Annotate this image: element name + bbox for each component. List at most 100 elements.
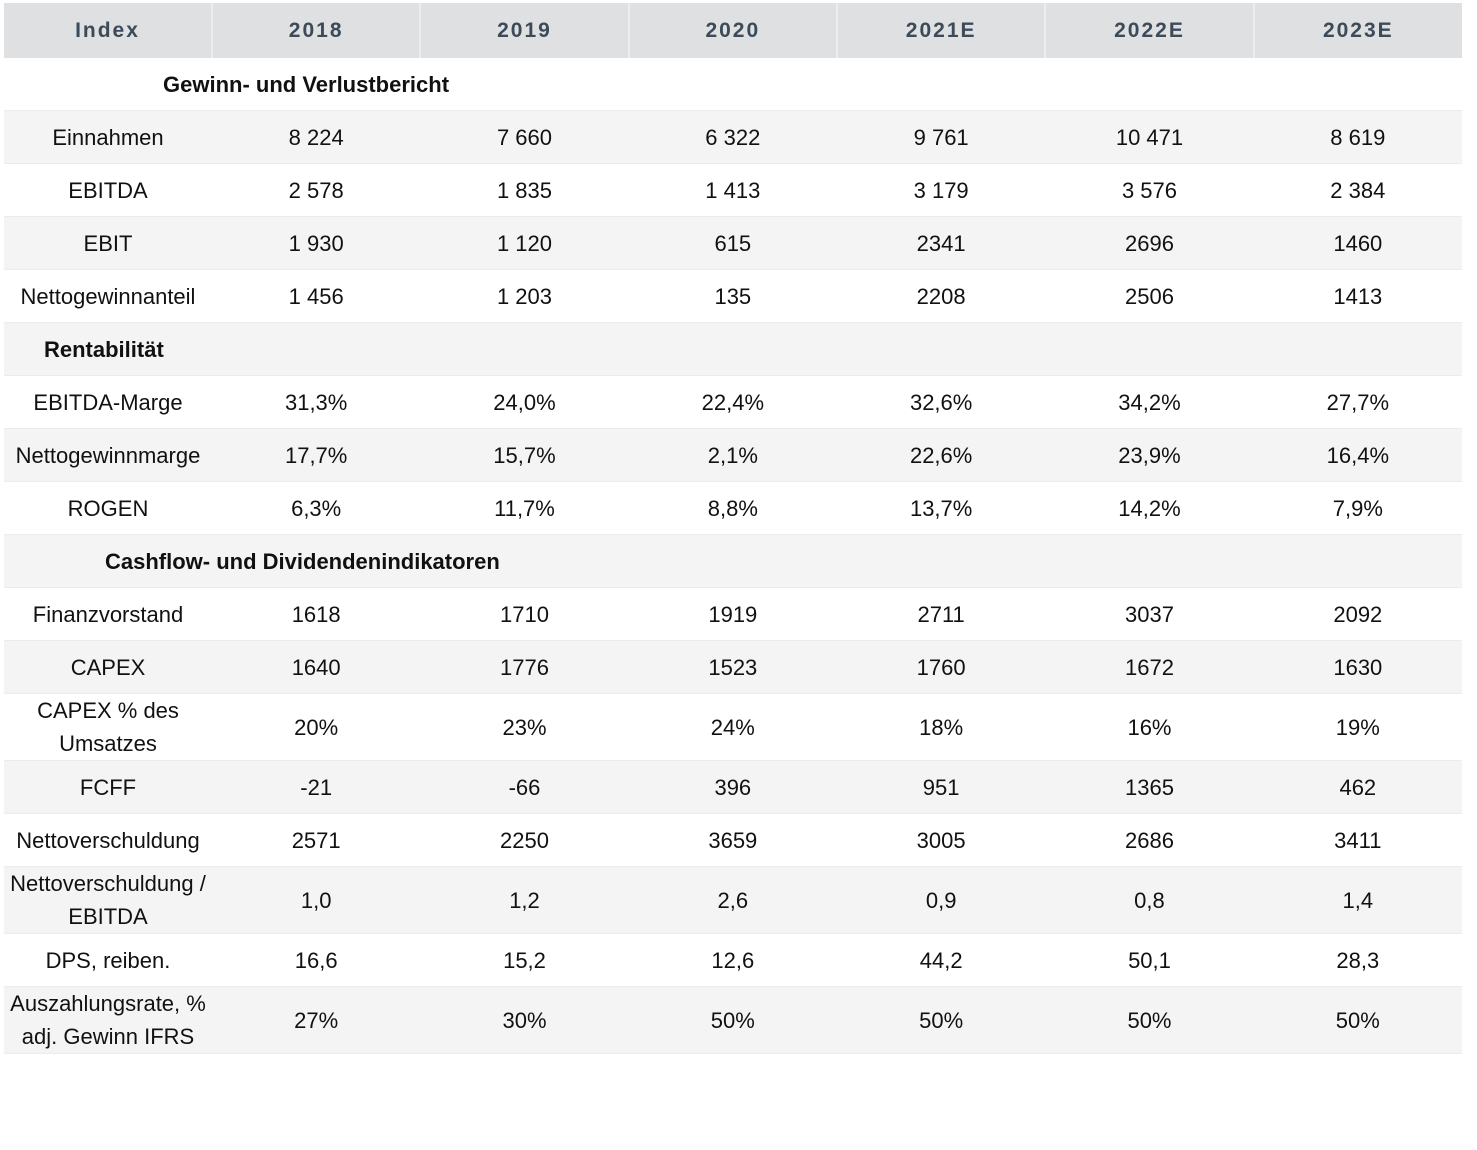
value-cell: 135 [628,269,837,323]
row-label: Nettoverschuldung [4,813,212,867]
row-label-text: DPS, reiben. [45,947,171,973]
value-cell: 15,7% [420,428,629,482]
section-row: Gewinn- und Verlustbericht [4,58,1462,111]
value-cell: 2711 [836,587,1046,641]
value-cell: 1365 [1045,760,1254,814]
value-cell: 1710 [420,587,629,641]
row-label: Nettogewinnmarge [4,428,212,482]
value-cell: 2208 [836,269,1046,323]
value-cell: 12,6 [628,933,837,987]
row-label-text: Nettoverschuldung / EBITDA [10,871,206,929]
header-cell-2023e: 2023E [1252,3,1462,58]
section-title: Cashflow- und Dividendenindikatoren [4,534,1462,588]
value-cell: 3 576 [1045,163,1254,217]
value-cell: 9 761 [836,110,1046,164]
value-cell: 1 456 [212,269,421,323]
value-cell: 2686 [1045,813,1254,867]
value-cell: 16,4% [1253,428,1462,482]
row-label: EBITDA [4,163,212,217]
table-body: Gewinn- und Verlustbericht Einnahmen 8 224… [4,58,1462,1054]
header-cell-2020: 2020 [627,3,837,58]
section-row: Rentabilität [4,322,1462,376]
row-label: ROGEN [4,481,212,535]
value-cell: 3 179 [836,163,1046,217]
row-label: CAPEX [4,640,212,694]
table-row: EBITDA 2 578 1 835 1 413 3 179 3 576 2 384 [4,163,1462,217]
value-cell: 27,7% [1253,375,1462,429]
row-label: DPS, reiben. [4,933,212,987]
value-cell: 1 930 [212,216,421,270]
row-label: Nettogewinnanteil [4,269,212,323]
table-row: Nettogewinnanteil 1 456 1 203 135 2208 2506 14… [4,269,1462,323]
value-cell: 1 203 [420,269,629,323]
table-row: EBIT 1 930 1 120 615 2341 2696 1460 [4,216,1462,270]
value-cell: 1413 [1253,269,1462,323]
value-cell: 1640 [212,640,421,694]
row-label-text: Nettogewinnmarge [15,442,201,468]
value-cell: 50% [628,986,837,1054]
table-row: Finanzvorstand 1618 1710 1919 2711 3037 2092 [4,587,1462,641]
value-cell: 30% [420,986,629,1054]
value-cell: 50,1 [1045,933,1254,987]
row-label-text: FCFF [79,774,137,800]
table-row: FCFF -21 -66 396 951 1365 462 [4,760,1462,814]
value-cell: 2,6 [628,866,837,934]
value-cell: 23% [420,693,629,761]
value-cell: 1 835 [420,163,629,217]
table-row: Nettoverschuldung / EBITDA 1,0 1,2 2,6 0,9 0,… [4,866,1462,934]
financial-table-container: Index 2018 2019 2020 2021E 2022E 2023E G… [4,3,1462,1054]
table-row: Auszahlungsrate, % adj. Gewinn IFRS 27% 30… [4,986,1462,1054]
value-cell: 6,3% [212,481,421,535]
row-label-text: Einnahmen [52,124,164,150]
value-cell: 396 [628,760,837,814]
value-cell: 3659 [628,813,837,867]
value-cell: 23,9% [1045,428,1254,482]
value-cell: 6 322 [628,110,837,164]
value-cell: 14,2% [1045,481,1254,535]
row-label: Einnahmen [4,110,212,164]
value-cell: 2092 [1253,587,1462,641]
value-cell: 2506 [1045,269,1254,323]
table-row: Nettoverschuldung 2571 2250 3659 3005 2686 341… [4,813,1462,867]
value-cell: 13,7% [836,481,1046,535]
table-row: ROGEN 6,3% 11,7% 8,8% 13,7% 14,2% 7,9% [4,481,1462,535]
value-cell: 10 471 [1045,110,1254,164]
value-cell: 20% [212,693,421,761]
value-cell: 2571 [212,813,421,867]
value-cell: 2341 [836,216,1046,270]
value-cell: 3037 [1045,587,1254,641]
table-row: CAPEX 1640 1776 1523 1760 1672 1630 [4,640,1462,694]
value-cell: 1618 [212,587,421,641]
section-title: Gewinn- und Verlustbericht [4,58,1462,111]
row-label-text: CAPEX % des Umsatzes [37,698,179,756]
value-cell: 32,6% [836,375,1046,429]
table-row: EBITDA-Marge 31,3% 24,0% 22,4% 32,6% 34,2% 27,… [4,375,1462,429]
value-cell: 34,2% [1045,375,1254,429]
value-cell: 1776 [420,640,629,694]
value-cell: 27% [212,986,421,1054]
row-label-text: EBITDA-Marge [33,389,183,415]
row-label: Nettoverschuldung / EBITDA [4,866,212,934]
value-cell: 50% [1253,986,1462,1054]
value-cell: 1 120 [420,216,629,270]
row-label-text: CAPEX [70,654,146,680]
value-cell: 1460 [1253,216,1462,270]
row-label-text: ROGEN [67,495,149,521]
table-row: CAPEX % des Umsatzes 20% 23% 24% 18% 16% 19% [4,693,1462,761]
value-cell: 44,2 [836,933,1046,987]
value-cell: -21 [212,760,421,814]
row-label-text: Auszahlungsrate, % adj. Gewinn IFRS [10,991,206,1049]
row-label-text: Nettoverschuldung [16,827,200,853]
value-cell: 50% [836,986,1046,1054]
value-cell: 15,2 [420,933,629,987]
value-cell: 8 619 [1253,110,1462,164]
value-cell: 2 384 [1253,163,1462,217]
row-label: Auszahlungsrate, % adj. Gewinn IFRS [4,986,212,1054]
value-cell: 2 578 [212,163,421,217]
value-cell: 22,6% [836,428,1046,482]
section-row: Cashflow- und Dividendenindikatoren [4,534,1462,588]
header-row: Index 2018 2019 2020 2021E 2022E 2023E [4,3,1462,58]
value-cell: -66 [420,760,629,814]
value-cell: 1760 [836,640,1046,694]
row-label: EBIT [4,216,212,270]
